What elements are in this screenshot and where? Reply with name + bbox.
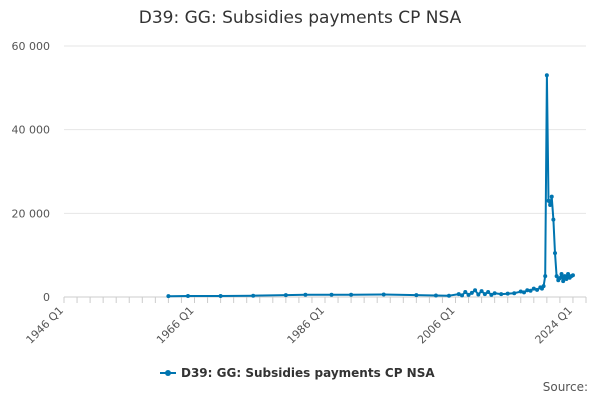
- data-point: [562, 274, 567, 279]
- data-point: [469, 290, 474, 295]
- series-line: [168, 74, 574, 298]
- data-point: [564, 277, 569, 282]
- data-point: [553, 251, 558, 256]
- data-point: [544, 73, 549, 78]
- data-point: [185, 293, 190, 298]
- data-point: [554, 274, 559, 279]
- x-tick-label: 2006 Q1: [415, 304, 458, 347]
- data-point: [218, 293, 223, 298]
- y-tick-label: 40 000: [12, 124, 51, 137]
- data-point: [349, 292, 354, 297]
- data-point: [476, 292, 481, 297]
- data-point: [561, 279, 566, 284]
- data-point: [559, 271, 564, 276]
- data-point: [525, 288, 530, 293]
- data-point: [531, 286, 536, 291]
- data-point: [518, 289, 523, 294]
- y-tick-label: 60 000: [12, 40, 51, 53]
- data-point: [505, 291, 510, 296]
- x-tick-label: 2024 Q1: [533, 304, 576, 347]
- data-point: [492, 291, 497, 296]
- source-label: Source:: [542, 380, 588, 394]
- data-point: [414, 293, 419, 298]
- data-point: [482, 292, 487, 297]
- x-tick-label: 1966 Q1: [154, 304, 197, 347]
- legend-label: D39: GG: Subsidies payments CP NSA: [181, 366, 435, 380]
- data-point: [456, 292, 461, 297]
- data-point: [329, 292, 334, 297]
- data-point: [466, 292, 471, 297]
- data-point: [541, 284, 546, 289]
- data-point: [433, 293, 438, 298]
- data-point: [479, 289, 484, 294]
- data-point: [446, 293, 451, 298]
- x-tick-label: 1946 Q1: [24, 304, 67, 347]
- data-point: [499, 292, 504, 297]
- data-point: [166, 294, 171, 299]
- chart-title: D39: GG: Subsidies payments CP NSA: [138, 8, 462, 28]
- data-point: [473, 288, 478, 293]
- legend-swatch-marker: [165, 370, 171, 376]
- data-point: [489, 292, 494, 297]
- data-point: [522, 290, 527, 295]
- data-point: [557, 276, 562, 281]
- data-point: [463, 289, 468, 294]
- data-point: [460, 293, 465, 298]
- x-tick-label: 1986 Q1: [285, 304, 328, 347]
- data-point: [486, 289, 491, 294]
- data-point: [570, 273, 575, 278]
- data-point: [303, 292, 308, 297]
- data-point: [566, 271, 571, 276]
- data-point: [512, 291, 517, 296]
- data-point: [551, 217, 556, 222]
- y-tick-label: 0: [43, 291, 50, 304]
- data-point: [548, 202, 553, 207]
- data-point: [546, 198, 551, 203]
- data-point: [549, 194, 554, 199]
- y-tick-label: 20 000: [12, 207, 51, 220]
- data-point: [543, 274, 548, 279]
- data-point: [251, 293, 256, 298]
- data-point: [535, 287, 540, 292]
- data-point: [283, 293, 288, 298]
- data-point: [381, 292, 386, 297]
- data-point: [528, 288, 533, 293]
